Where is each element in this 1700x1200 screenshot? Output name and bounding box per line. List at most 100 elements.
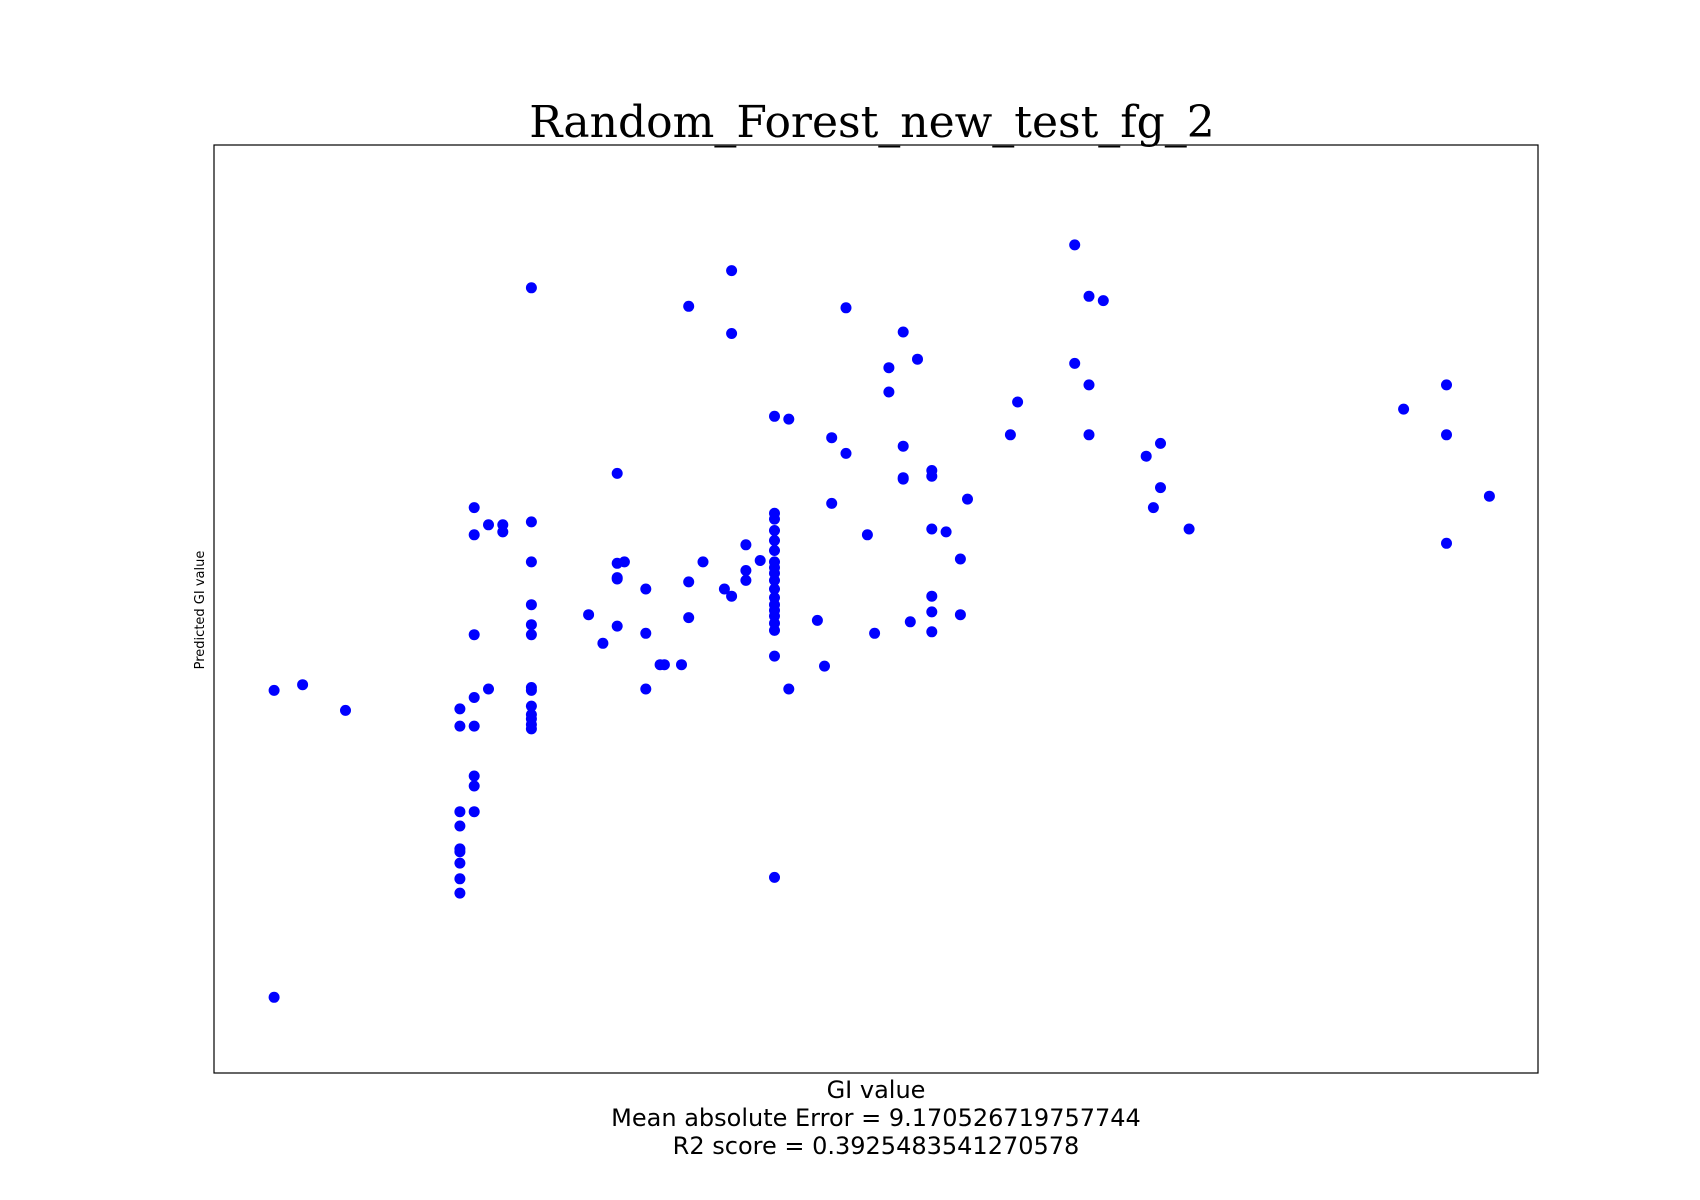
data-point-50 [658, 659, 670, 671]
data-point-95 [897, 326, 909, 338]
data-point-86 [819, 660, 830, 672]
data-point-127 [1441, 537, 1452, 549]
data-point-52 [683, 300, 695, 312]
data-point-119 [1140, 450, 1152, 462]
data-point-99 [904, 616, 916, 628]
data-point-48 [640, 683, 652, 695]
data-point-63 [754, 555, 766, 566]
data-point-91 [861, 529, 873, 541]
data-point-125 [1441, 379, 1452, 391]
plot-area-frame [213, 144, 1539, 1074]
data-point-123 [1183, 523, 1195, 535]
data-point-89 [840, 302, 852, 314]
data-point-120 [1147, 502, 1159, 514]
r2-score-label: R2 score = 0.3925483541270578 [673, 1132, 1080, 1160]
data-point-108 [954, 553, 966, 565]
data-point-62 [740, 539, 752, 551]
data-point-68 [769, 535, 780, 546]
data-point-92 [869, 627, 881, 639]
data-point-74 [769, 583, 780, 595]
data-point-7 [454, 820, 466, 832]
data-point-4 [454, 703, 466, 715]
data-point-103 [926, 523, 938, 535]
data-point-21 [483, 519, 494, 531]
data-point-83 [783, 413, 795, 425]
data-point-6 [454, 806, 466, 818]
data-point-25 [525, 282, 537, 294]
data-point-28 [525, 599, 537, 611]
data-point-80 [769, 624, 780, 636]
data-point-58 [726, 590, 738, 602]
data-point-85 [811, 614, 823, 626]
y-axis-label: Predicted GI value [193, 551, 208, 670]
data-point-5 [454, 720, 466, 732]
data-point-10 [454, 857, 466, 869]
data-point-24 [497, 526, 509, 538]
data-point-55 [697, 556, 709, 568]
data-point-16 [468, 692, 480, 703]
data-point-9 [454, 846, 466, 858]
data-point-18 [468, 770, 480, 782]
data-point-37 [525, 723, 537, 735]
data-point-17 [468, 720, 480, 732]
data-point-22 [483, 683, 494, 695]
chart-title: Random_Forest_new_test_fg_2 [529, 97, 1215, 148]
data-point-53 [683, 576, 695, 588]
data-point-47 [640, 627, 652, 639]
data-point-109 [954, 609, 966, 621]
data-point-122 [1155, 482, 1166, 494]
data-points [268, 239, 1495, 1003]
data-point-121 [1155, 437, 1166, 449]
data-point-2 [297, 679, 309, 691]
data-point-94 [883, 386, 895, 398]
data-point-54 [683, 612, 695, 624]
data-point-59 [718, 583, 730, 595]
data-point-60 [740, 565, 752, 576]
data-point-88 [826, 497, 838, 509]
data-point-87 [826, 432, 838, 444]
mae-label: Mean absolute Error = 9.170526719757744 [611, 1104, 1141, 1132]
data-point-107 [940, 526, 952, 538]
data-point-30 [525, 629, 537, 641]
data-point-43 [611, 573, 623, 585]
data-point-64 [769, 410, 780, 422]
data-point-84 [783, 683, 795, 695]
data-point-73 [769, 574, 780, 586]
data-point-110 [962, 493, 973, 505]
data-point-0 [268, 991, 280, 1003]
data-point-12 [454, 887, 466, 899]
data-point-126 [1441, 429, 1452, 441]
data-point-104 [926, 590, 938, 602]
data-point-102 [926, 470, 938, 482]
data-point-82 [769, 871, 780, 883]
data-point-20 [468, 806, 480, 818]
data-point-27 [525, 556, 537, 568]
data-point-1 [268, 684, 280, 696]
data-point-39 [597, 637, 609, 649]
data-point-105 [926, 606, 938, 618]
data-point-46 [640, 583, 652, 595]
data-point-33 [525, 700, 537, 712]
data-point-45 [618, 556, 630, 568]
data-point-38 [583, 609, 595, 621]
data-point-26 [525, 516, 537, 528]
data-point-19 [468, 780, 480, 792]
data-point-32 [525, 684, 537, 696]
data-point-14 [468, 529, 480, 541]
data-point-51 [676, 659, 687, 671]
data-point-67 [769, 525, 780, 536]
data-point-100 [912, 353, 923, 365]
data-point-11 [454, 873, 466, 885]
data-point-93 [883, 362, 895, 374]
data-point-128 [1483, 490, 1495, 502]
data-point-13 [468, 502, 480, 514]
data-point-124 [1398, 403, 1410, 415]
data-point-116 [1083, 379, 1095, 391]
data-point-44 [611, 620, 623, 632]
data-point-69 [769, 545, 780, 556]
data-point-118 [1097, 295, 1109, 307]
data-point-29 [525, 619, 537, 631]
x-axis-label: GI value [827, 1076, 926, 1104]
data-point-115 [1083, 290, 1095, 302]
